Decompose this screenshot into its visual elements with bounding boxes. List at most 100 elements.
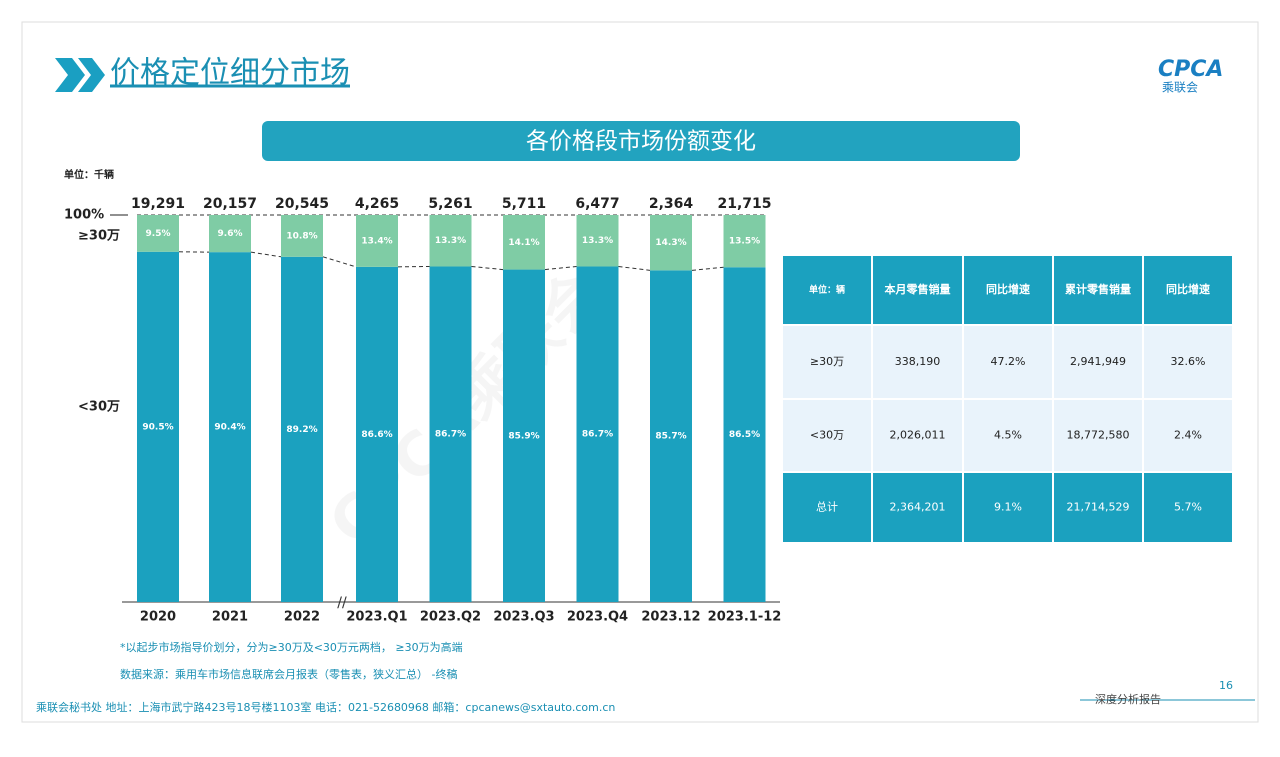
x-tick-label: 2021 (212, 610, 248, 625)
table-cell (962, 324, 1054, 400)
table-cell (871, 398, 964, 473)
x-tick-label: 2020 (140, 610, 176, 625)
bar-segment (137, 251, 179, 602)
footer-tag: 深度分析报告 (1095, 692, 1161, 706)
chart-title: 各价格段市场份额变化 (526, 129, 756, 155)
table-cell (871, 471, 964, 544)
value-label: 89.2% (286, 425, 317, 435)
value-label: 85.9% (508, 431, 539, 441)
note: 数据来源：乘用车市场信息联席会月报表（零售表，狭义汇总） -终稿 (120, 667, 457, 681)
boundary-dash (691, 266, 724, 271)
table-text: 同比增速 (986, 282, 1030, 296)
value-label: 10.8% (286, 231, 317, 241)
bar-segment (576, 215, 619, 267)
series-label: ≥30万 (78, 229, 120, 244)
table-text: 21,714,529 (1067, 501, 1130, 514)
value-label: 86.6% (361, 430, 392, 440)
bar-segment (209, 215, 251, 253)
table-text: 338,190 (895, 355, 941, 368)
table-text: 累计零售销量 (1065, 282, 1131, 296)
x-tick-label: 2023.Q3 (493, 610, 554, 625)
bar-segment (429, 215, 472, 267)
bar-segment (503, 269, 545, 602)
table-text: 32.6% (1171, 355, 1206, 368)
page-title: 价格定位细分市场 (110, 56, 350, 91)
total-label: 19,291 (131, 196, 185, 212)
table-cell (962, 254, 1054, 326)
bar-segment (209, 252, 251, 603)
total-label: 20,545 (275, 196, 329, 212)
total-label: 6,477 (575, 196, 619, 212)
bar-segment (429, 266, 472, 602)
value-label: 86.7% (435, 430, 466, 440)
logo-sub: 乘联会 (1162, 81, 1198, 95)
x-tick-label: 2023.Q2 (420, 610, 481, 625)
bar-segment (137, 215, 179, 252)
table-text: 18,772,580 (1067, 429, 1130, 442)
table-cell (962, 471, 1054, 544)
bar-segment (281, 215, 323, 257)
table-text: 总计 (816, 500, 838, 514)
unit-label: 单位：千辆 (64, 168, 114, 181)
table-text: ≥30万 (810, 355, 844, 368)
value-label: 85.7% (655, 432, 686, 442)
table-cell (871, 254, 964, 326)
total-label: 20,157 (203, 196, 257, 212)
value-label: 90.4% (214, 423, 245, 433)
logo: CPCA (1158, 57, 1223, 82)
bar-segment (356, 215, 398, 267)
total-label: 21,715 (717, 196, 771, 212)
boundary-dash (544, 265, 577, 271)
table-text: 47.2% (991, 355, 1026, 368)
series-label: <30万 (78, 399, 120, 414)
bar-segment (650, 215, 692, 271)
table-text: 4.5% (994, 429, 1022, 442)
value-label: 86.5% (729, 430, 760, 440)
bar-segment (723, 267, 766, 602)
footer-text: 乘联会秘书处 地址：上海市武宁路423号18号楼1103室 电话：021-526… (36, 700, 615, 714)
table-text: 2,364,201 (890, 501, 946, 514)
bar-segment (576, 266, 619, 602)
boundary-dash (618, 265, 651, 271)
bar-segment (281, 256, 323, 602)
chevrons (55, 58, 105, 92)
table-cell (1142, 254, 1234, 326)
boundary-dash (250, 251, 282, 258)
bar-segment (650, 270, 692, 602)
value-label: 13.4% (361, 236, 392, 246)
table-text: 2.4% (1174, 429, 1202, 442)
boundary-dash (471, 265, 504, 271)
table-cell (962, 398, 1054, 473)
table-text: 单位：辆 (809, 284, 845, 296)
page-number: 16 (1219, 679, 1233, 692)
value-label: 13.5% (729, 237, 760, 247)
value-label: 9.6% (218, 229, 243, 239)
x-tick-label: 2023.12 (641, 610, 700, 625)
boundary-dash (322, 256, 357, 268)
value-label: 14.3% (655, 238, 686, 248)
table-text: 9.1% (994, 501, 1022, 514)
total-label: 5,711 (502, 196, 546, 212)
x-tick-label: 2023.1-12 (708, 610, 782, 625)
value-label: 13.3% (435, 236, 466, 246)
total-label: 4,265 (355, 196, 399, 212)
bar-segment (503, 215, 545, 270)
table-cell (1142, 471, 1234, 544)
total-label: 5,261 (428, 196, 472, 212)
value-label: 13.3% (582, 236, 613, 246)
y-tick-label: 100% (64, 208, 104, 223)
note: *以起步市场指导价划分，分为≥30万及<30万元两档， ≥30万为高端 (120, 640, 463, 654)
axis-break: // (337, 595, 347, 611)
value-label: 9.5% (146, 229, 171, 239)
chart-banner (262, 121, 1020, 161)
x-tick-label: 2022 (284, 610, 320, 625)
value-label: 90.5% (142, 422, 173, 432)
table-text: 2,941,949 (1070, 355, 1126, 368)
total-label: 2,364 (649, 196, 694, 212)
table-cell (1142, 324, 1234, 400)
value-label: 86.7% (582, 430, 613, 440)
table-text: 2,026,011 (890, 429, 946, 442)
table-text: <30万 (810, 429, 844, 442)
x-tick-label: 2023.Q1 (346, 610, 407, 625)
